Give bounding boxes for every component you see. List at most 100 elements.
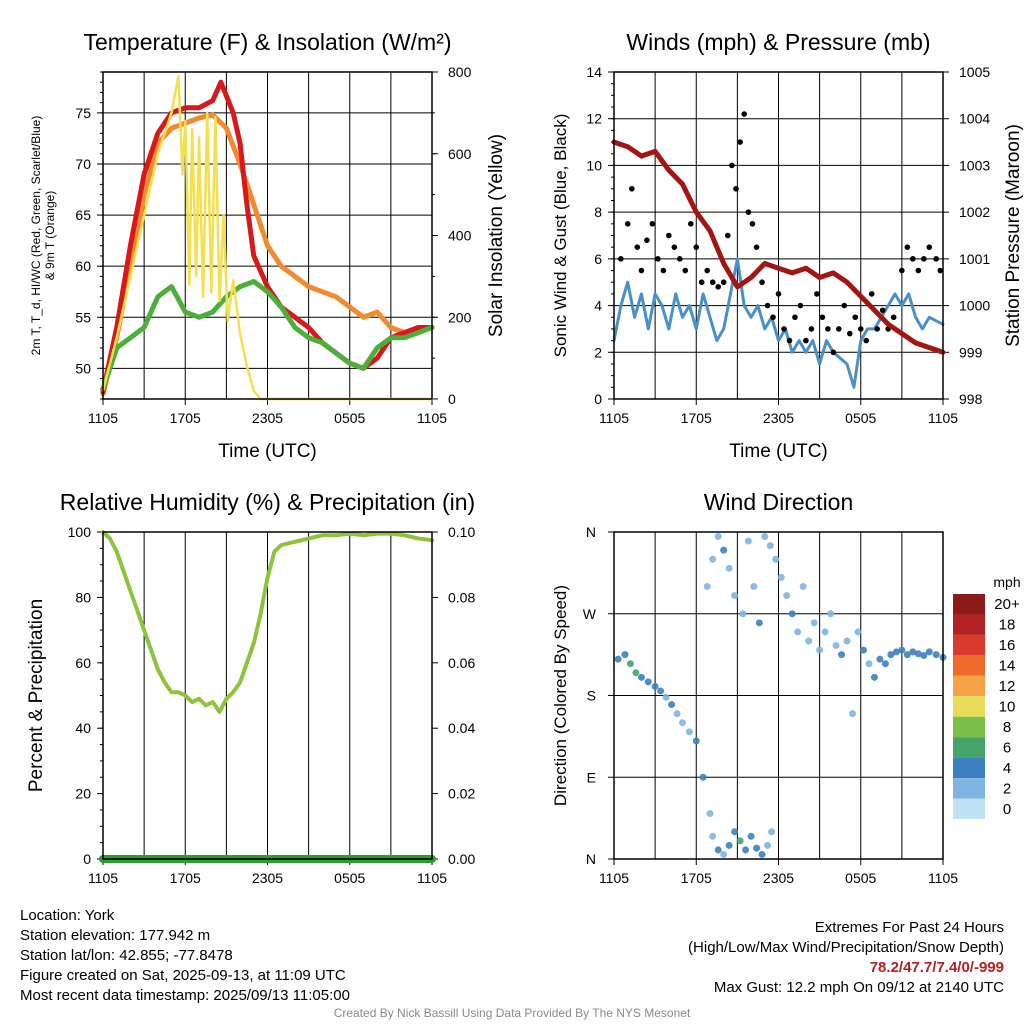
y-tick-label: W [583,606,597,622]
y2-tick-label: 0.06 [448,655,475,671]
panel-dir: 1105 1705 2305 0505 1105 Wind Direction N E S W N D… [551,489,1021,886]
direction-point [626,660,634,668]
gust-point [937,267,944,274]
direction-point [731,828,739,836]
y-tick-label: 20 [75,786,91,802]
gust-point [899,267,905,274]
x-tick-label: 1705 [681,870,712,886]
gust-point [890,314,897,321]
gust-point [825,326,831,332]
y-tick-label: S [587,688,596,704]
y-tick-label: 65 [75,207,91,223]
max-gust-text: Max Gust: 12.2 mph On 09/12 at 2140 UTC [713,979,1004,996]
panel-title: Winds (mph) & Pressure (mb) [626,29,930,55]
y2-tick-label: 1003 [959,157,990,173]
y2-tick-label: 0 [448,391,456,407]
panel-wind: 1105 1705 2305 0505 1105 Winds (mph) & Pressu… [551,29,1024,462]
direction-point [816,646,824,654]
direction-point [720,546,728,554]
colorbar-label: 10 [999,699,1016,716]
colorbar-label: 14 [999,658,1016,675]
direction-point [725,841,733,849]
gust-point [786,337,793,344]
colorbar-title: mph [993,574,1020,590]
direction-point [614,655,622,663]
plot-border [102,71,433,400]
direction-point [799,583,807,590]
y-axis-label: Percent & Precipitation [26,599,47,792]
direction-point [703,583,711,590]
y-tick-label: 70 [75,156,91,172]
colorbar-swatch [953,696,985,717]
direction-point [758,850,766,858]
gust-point [749,221,756,227]
plot-border [613,531,944,860]
y2-tick-label: 1001 [959,251,990,267]
direction-point [685,728,693,736]
gust-point [819,314,826,321]
gust-point [797,302,804,309]
gust-point [910,256,916,262]
gust-point [644,237,650,243]
x-tick-label: 1105 [417,410,447,426]
y2-tick-label: 600 [448,146,472,162]
y2-tick-label: 0.04 [448,720,475,736]
y2-tick-label: 400 [448,228,472,244]
series-rh [101,530,434,714]
gust-point [618,256,624,262]
extremes-values: 78.2/47.7/7.4/0/-999 [869,959,1004,976]
extremes-labels: (High/Low/Max Wind/Precipitation/Snow De… [688,939,1004,956]
created-text: Figure created on Sat, 2025-09-13, at 11… [20,967,346,984]
gust-point [933,256,939,262]
gust-point [921,256,927,262]
direction-point [821,628,829,636]
x-tick-label: 1705 [170,870,201,886]
y-tick-label: 60 [75,655,91,671]
direction-point [768,828,776,836]
y2-tick-label: 1002 [959,204,990,220]
gust-point [638,267,645,274]
direction-point [761,533,769,541]
colorbar-label: 18 [999,617,1016,634]
y2-tick-label: 0.08 [448,589,475,605]
gust-point [687,221,694,227]
colorbar-swatch [953,655,985,676]
x-tick-label: 1705 [170,410,201,426]
direction-point [720,850,728,858]
x-tick-label: 1105 [88,410,118,426]
direction-point [764,841,772,849]
colorbar-swatch [953,614,985,635]
y-tick-label: 6 [594,251,602,267]
direction-point [859,646,867,654]
y-tick-label: 10 [586,157,602,173]
colorbar-label: 6 [1003,739,1011,756]
panel-title: Relative Humidity (%) & Precipitation (i… [60,489,475,515]
colorbar-label: 12 [999,678,1016,695]
gust-point [770,314,776,321]
gust-point [724,232,731,239]
direction-point [668,701,676,709]
gust-point [836,326,842,332]
direction-point [753,844,761,852]
recent-data-text: Most recent data timestamp: 2025/09/13 1… [20,987,350,1004]
gust-point [868,291,875,297]
gust-point [745,209,752,215]
direction-point [750,583,758,590]
colorbar-swatch [953,716,985,738]
direction-point [876,655,884,663]
direction-point [783,592,791,600]
series-insolation [101,74,434,401]
gust-point [841,302,848,309]
y2-tick-label: 999 [959,344,983,360]
colorbar-label: 2 [1003,780,1011,797]
direction-point [747,832,755,840]
series-pressure [611,139,946,355]
gust-point [775,291,782,297]
x-tick-label: 1105 [417,870,447,886]
x-tick-label: 1105 [928,410,958,426]
y2-tick-label: 1005 [959,64,990,80]
series-temp_9m [100,112,435,397]
y-tick-label: 0 [83,851,91,867]
y2-tick-label: 1000 [959,298,990,314]
